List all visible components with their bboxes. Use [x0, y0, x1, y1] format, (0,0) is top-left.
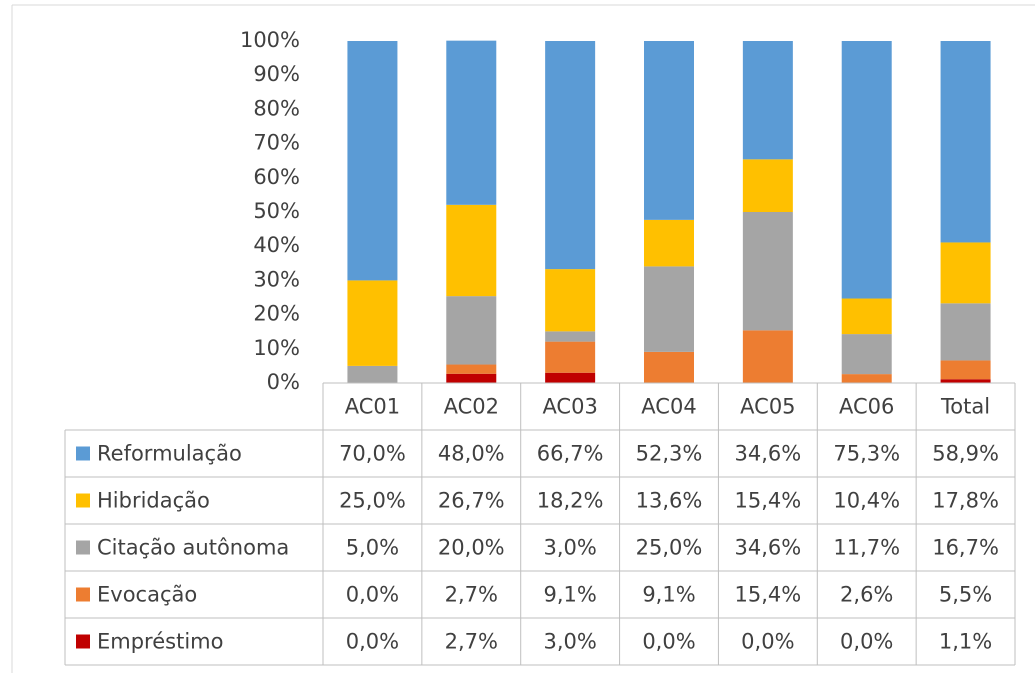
bar-segment — [644, 219, 694, 267]
data-label: 0,0% — [741, 630, 794, 654]
x-tick-label: AC04 — [641, 395, 696, 419]
legend-swatch — [76, 587, 90, 602]
data-label: 13,6% — [636, 489, 703, 513]
x-tick-label: AC03 — [542, 395, 597, 419]
bar-segment — [742, 330, 793, 383]
data-label: 16,7% — [932, 536, 999, 560]
bar-segment — [841, 374, 892, 383]
data-label: 0,0% — [840, 630, 893, 654]
bar-segment — [446, 204, 497, 297]
data-label: 70,0% — [339, 442, 406, 466]
legend-swatch — [76, 493, 90, 508]
data-label: 0,0% — [346, 630, 399, 654]
y-tick-label: 70% — [253, 131, 300, 155]
legend-label: Empréstimo — [97, 630, 223, 654]
data-label: 48,0% — [438, 442, 505, 466]
bar-segment — [446, 364, 497, 374]
legend-label: Evocação — [97, 583, 197, 607]
data-label: 3,0% — [543, 630, 596, 654]
legend-swatch — [76, 446, 90, 461]
x-tick-label: AC05 — [740, 395, 795, 419]
bar-segment — [940, 242, 991, 304]
bar-segment — [940, 360, 991, 380]
y-tick-label: 40% — [253, 233, 300, 257]
bar-segment — [545, 269, 596, 332]
y-tick-label: 90% — [253, 62, 300, 86]
legend-label: Hibridação — [97, 489, 210, 513]
bar-segment — [545, 41, 596, 270]
x-tick-label: AC06 — [839, 395, 894, 419]
bar-segment — [742, 159, 793, 212]
y-tick-label: 30% — [253, 267, 300, 291]
data-label: 5,5% — [939, 583, 992, 607]
bar-segment — [644, 41, 694, 220]
y-tick-label: 60% — [253, 165, 300, 189]
data-label: 0,0% — [346, 583, 399, 607]
x-tick-label: AC02 — [444, 395, 499, 419]
data-label: 25,0% — [339, 489, 406, 513]
data-label: 9,1% — [642, 583, 695, 607]
bar-segment — [347, 41, 398, 281]
data-label: 25,0% — [636, 536, 703, 560]
bar-segment — [545, 341, 596, 373]
data-label: 3,0% — [543, 536, 596, 560]
legend-label: Citação autônoma — [97, 536, 289, 560]
bar-segment — [347, 365, 398, 383]
data-label: 9,1% — [543, 583, 596, 607]
data-label: 20,0% — [438, 536, 505, 560]
data-label: 75,3% — [833, 442, 900, 466]
bar-segment — [841, 298, 892, 335]
x-tick-label: AC01 — [345, 395, 400, 419]
legend-swatch — [76, 540, 90, 555]
data-label: 1,1% — [939, 630, 992, 654]
bar-segment — [940, 41, 991, 243]
data-label: 15,4% — [734, 489, 801, 513]
legend-swatch — [76, 634, 90, 649]
data-label: 58,9% — [932, 442, 999, 466]
bar-segment — [347, 280, 398, 366]
data-label: 15,4% — [734, 583, 801, 607]
data-label: 5,0% — [346, 536, 399, 560]
data-label: 26,7% — [438, 489, 505, 513]
legend-label: Reformulação — [97, 442, 242, 466]
x-tick-label: Total — [940, 395, 990, 419]
y-tick-label: 50% — [253, 199, 300, 223]
bar-segment — [742, 41, 793, 160]
data-label: 10,4% — [833, 489, 900, 513]
data-label: 2,7% — [445, 583, 498, 607]
bar-segment — [446, 296, 497, 365]
bar-segment — [545, 331, 596, 342]
data-label: 52,3% — [636, 442, 703, 466]
bar-segment — [644, 351, 694, 383]
bar-segment — [841, 334, 892, 375]
bar-segment — [446, 40, 497, 205]
bar-segment — [545, 372, 596, 383]
bar-segment — [940, 303, 991, 361]
y-tick-label: 10% — [253, 336, 300, 360]
data-label: 0,0% — [642, 630, 695, 654]
bar-segment — [446, 373, 497, 383]
data-label: 17,8% — [932, 489, 999, 513]
data-label: 11,7% — [833, 536, 900, 560]
bar-segment — [644, 266, 694, 352]
data-label: 2,7% — [445, 630, 498, 654]
y-tick-label: 100% — [240, 28, 300, 52]
y-tick-label: 0% — [267, 370, 300, 394]
y-tick-label: 80% — [253, 96, 300, 120]
data-label: 66,7% — [537, 442, 604, 466]
bar-segment — [841, 41, 892, 299]
data-label: 34,6% — [734, 442, 801, 466]
bar-segment — [940, 379, 991, 383]
bar-segment — [742, 212, 793, 331]
data-label: 18,2% — [537, 489, 604, 513]
data-label: 2,6% — [840, 583, 893, 607]
data-label: 34,6% — [734, 536, 801, 560]
y-tick-label: 20% — [253, 302, 300, 326]
